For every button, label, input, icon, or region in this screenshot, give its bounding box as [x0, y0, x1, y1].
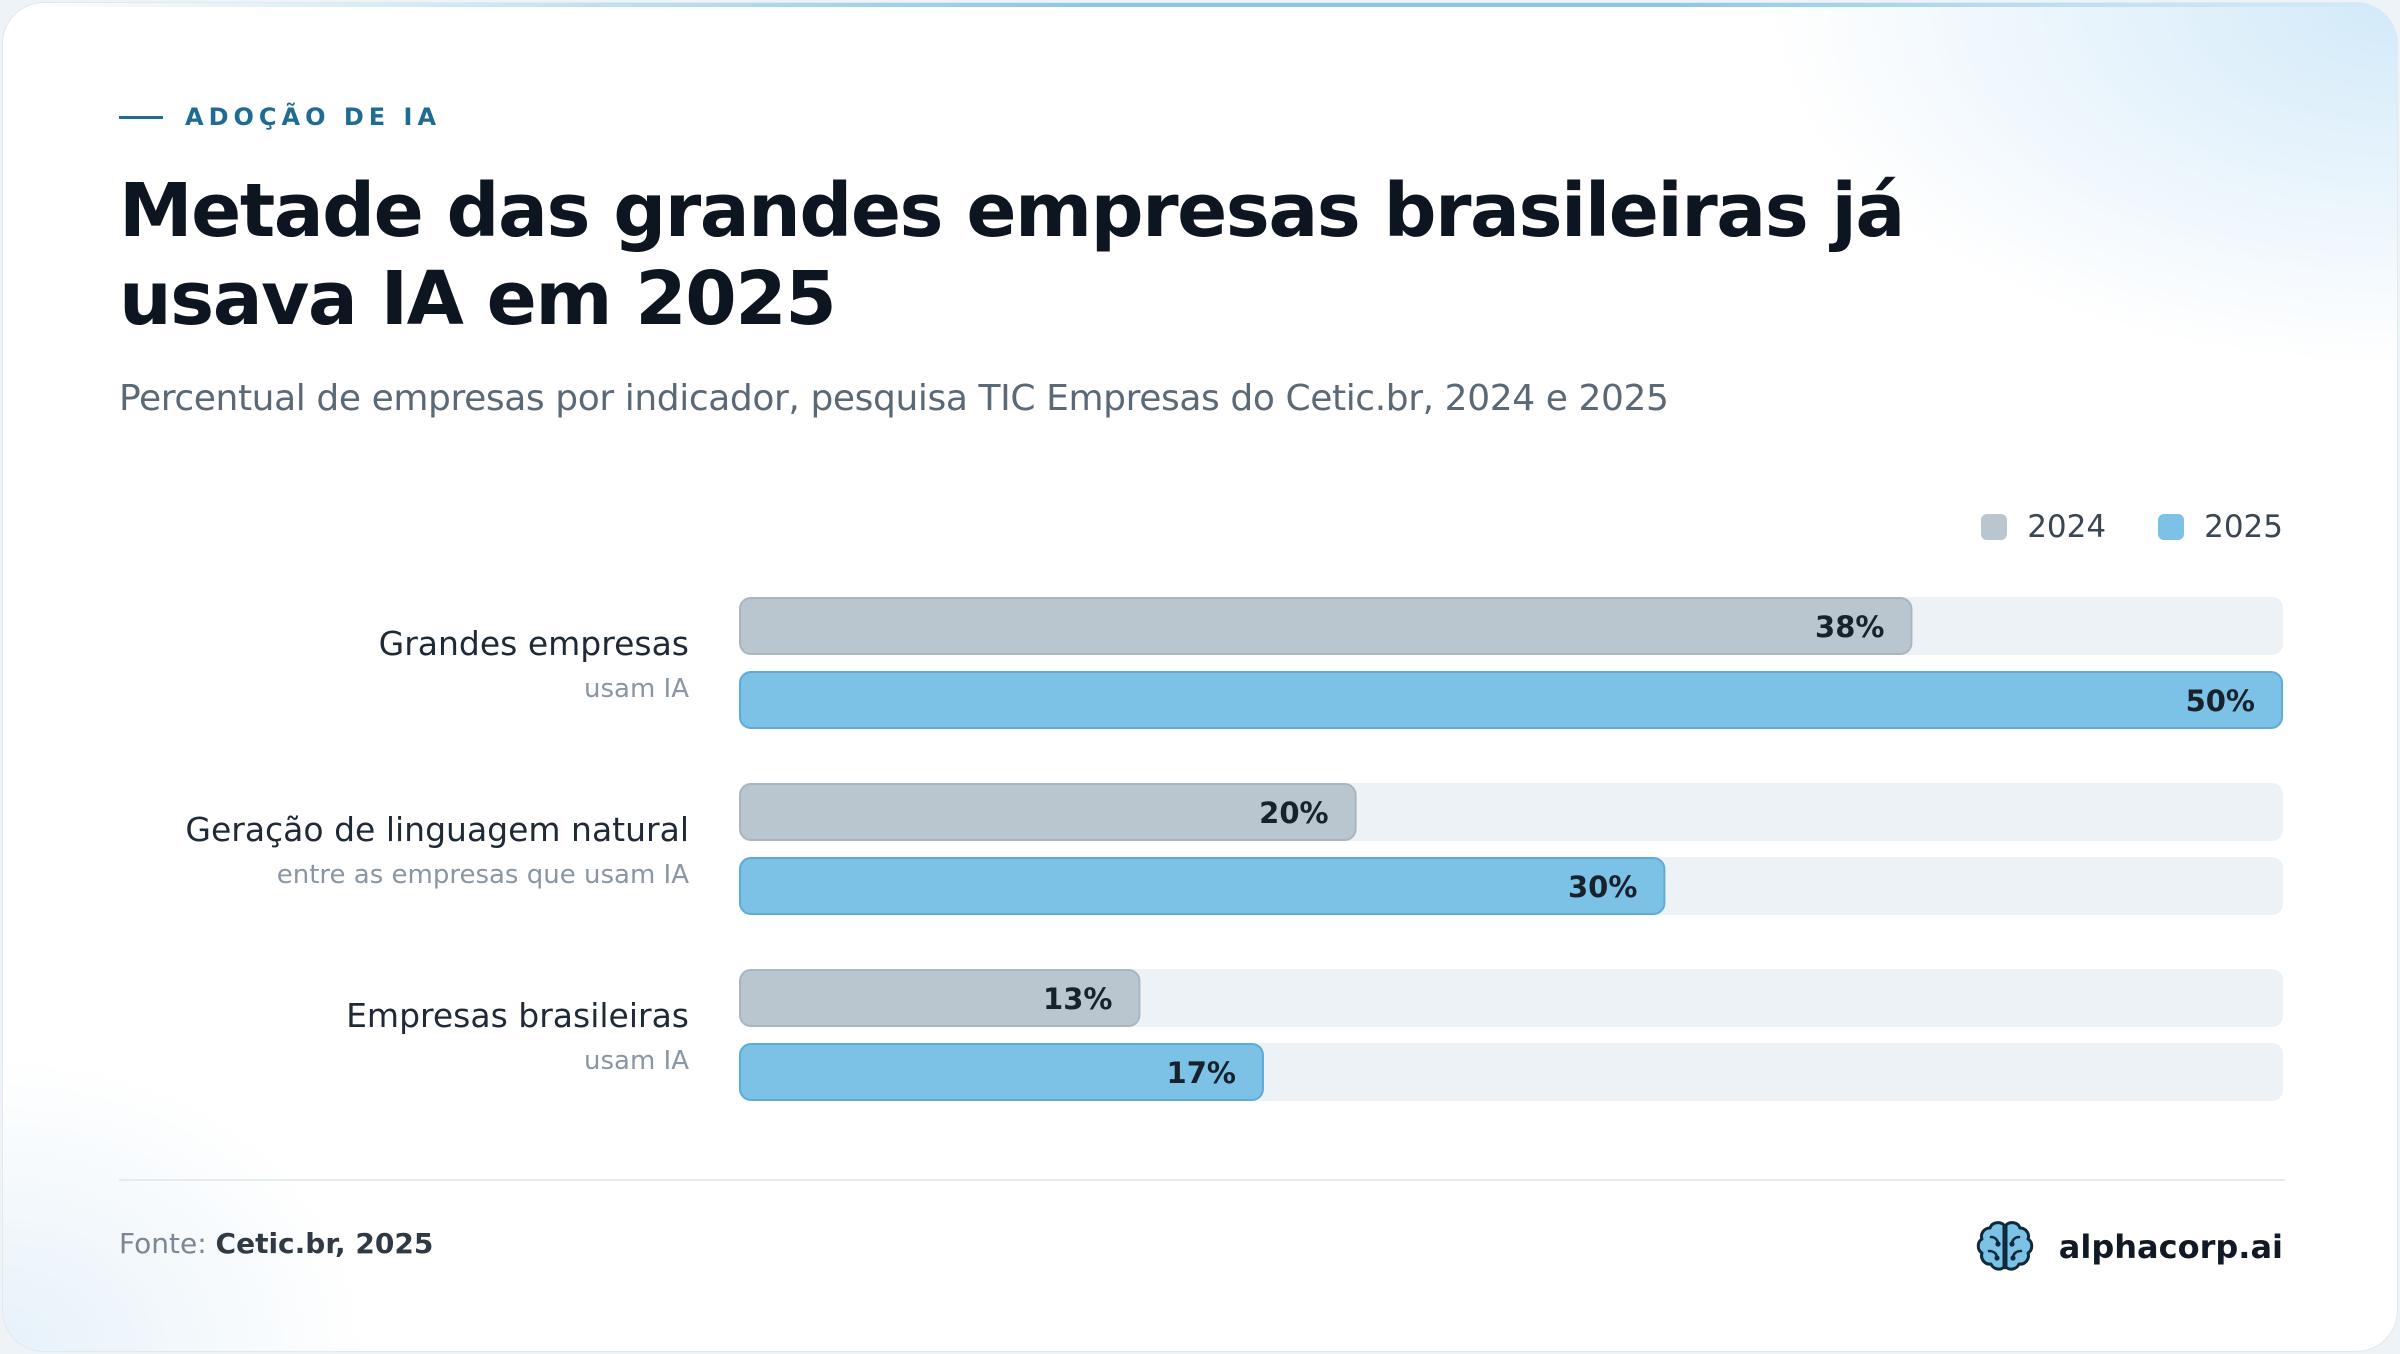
top-accent-line: [3, 3, 2397, 7]
legend-swatch-2024: [1981, 514, 2008, 540]
legend-item-2025: 2025: [2158, 509, 2283, 545]
category-sublabel: usam IA: [584, 1046, 689, 1076]
bar-2024-3: [739, 969, 1141, 1027]
bar-2024-1: [739, 597, 1913, 655]
legend-swatch-2025: [2158, 514, 2185, 540]
bar-value-label: 38%: [1815, 610, 1884, 644]
bar-value-label: 17%: [1167, 1056, 1236, 1090]
legend-item-2024: 2024: [1981, 509, 2106, 545]
source-name: Cetic.br, 2025: [215, 1227, 434, 1260]
bar-value-label: 30%: [1568, 870, 1637, 904]
category-label: Geração de linguagem natural: [185, 810, 689, 849]
bar-value-label: 50%: [2186, 684, 2255, 718]
source-note: Fonte: Cetic.br, 2025: [119, 1227, 433, 1260]
page-title: Metade das grandes empresas brasileiras …: [119, 168, 1905, 342]
category-sublabel: entre as empresas que usam IA: [277, 860, 689, 890]
bar-2024-2: [739, 783, 1357, 841]
bar-2025-1: [739, 671, 2283, 729]
eyebrow: ADOÇÃO DE IA: [119, 103, 441, 131]
category-sublabel: usam IA: [584, 674, 689, 704]
page-subtitle: Percentual de empresas por indicador, pe…: [119, 378, 1669, 419]
chart-legend: 2024 2025: [1929, 509, 2283, 545]
legend-label-2025: 2025: [2204, 509, 2283, 545]
brand: alphacorp.ai: [1975, 1217, 2283, 1277]
category-label: Grandes empresas: [379, 624, 689, 663]
category-label: Empresas brasileiras: [346, 996, 689, 1035]
eyebrow-label: ADOÇÃO DE IA: [185, 103, 442, 131]
brand-name: alphacorp.ai: [2058, 1228, 2283, 1266]
bar-value-label: 13%: [1043, 982, 1112, 1016]
brain-icon: [1976, 1221, 2034, 1271]
eyebrow-dash: [119, 115, 163, 119]
bar-chart: Grandes empresas usam IA 38% 50% Geração de …: [185, 597, 2283, 1101]
footer-divider: [119, 1179, 2285, 1181]
source-prefix: Fonte:: [119, 1227, 207, 1260]
legend-label-2024: 2024: [2027, 509, 2107, 545]
bar-2025-3: [739, 1043, 1264, 1101]
bar-value-label: 20%: [1259, 796, 1328, 830]
bar-2025-2: [739, 857, 1666, 915]
